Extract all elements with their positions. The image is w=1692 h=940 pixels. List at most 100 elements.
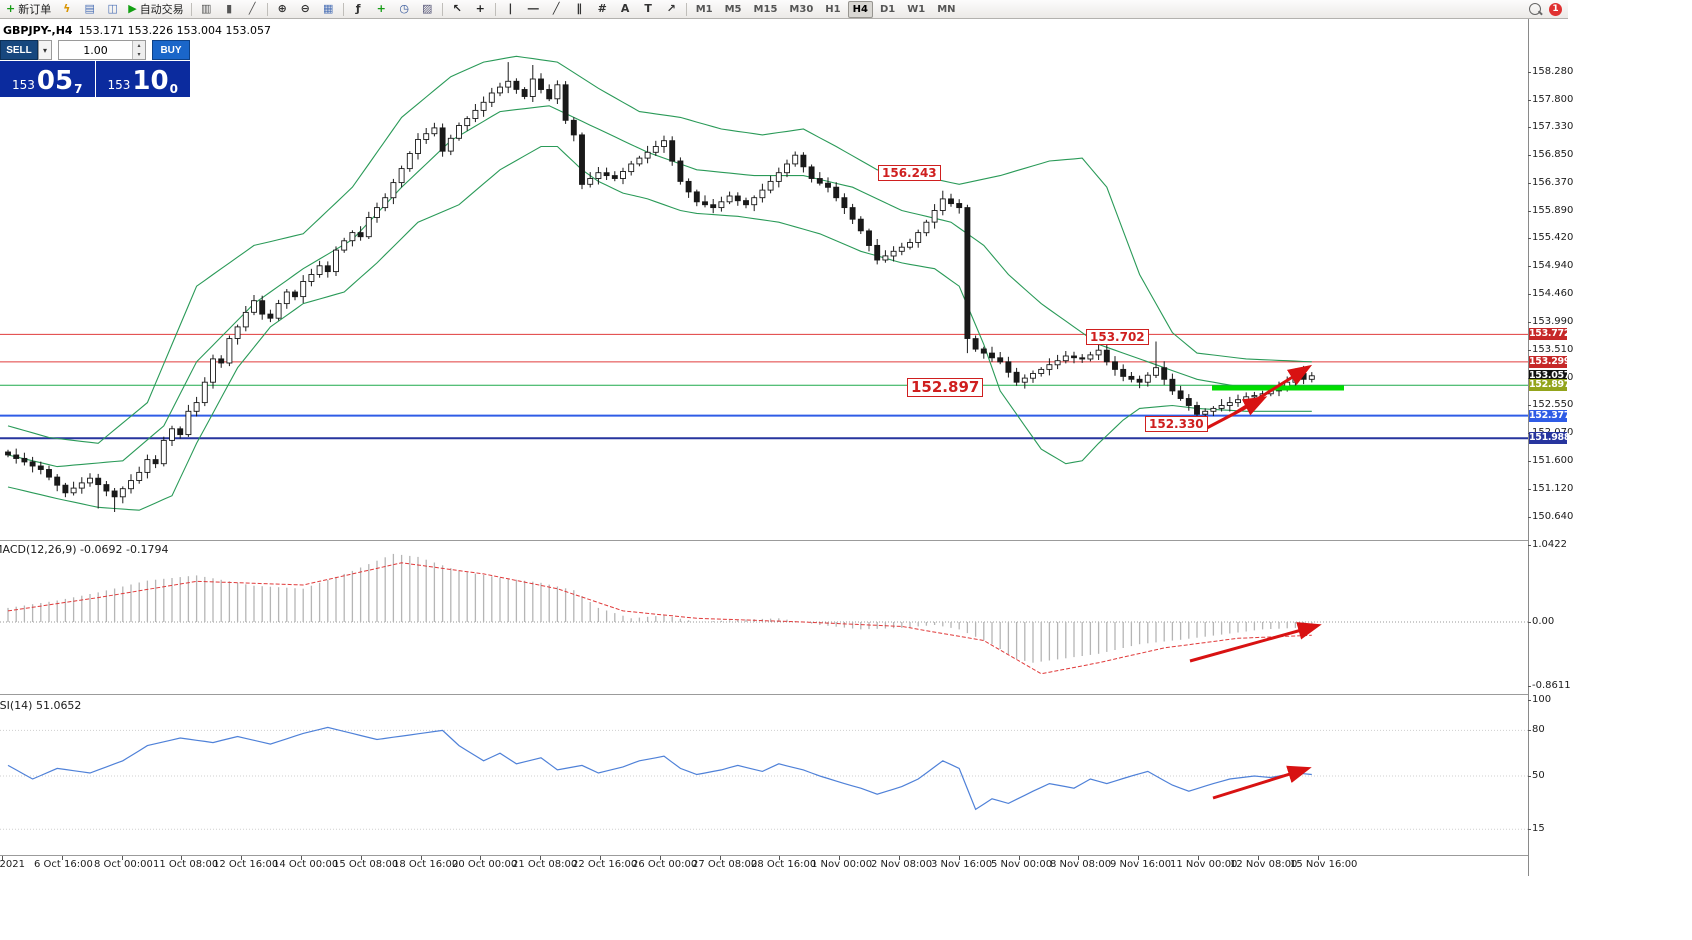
time-axis-tick — [660, 856, 661, 860]
timeframe-m15[interactable]: M15 — [753, 3, 778, 15]
time-axis-tick — [1078, 856, 1079, 860]
vertical-line-icon: ∣ — [507, 2, 513, 15]
horizontal-line-button[interactable]: ― — [523, 0, 544, 18]
autotrade-icon: ▶ — [128, 2, 137, 15]
arrows-tool-button[interactable]: ↗ — [661, 0, 682, 18]
volume-spinner: ▴ ▾ — [132, 41, 145, 59]
templates-icon: ▨ — [421, 2, 433, 15]
price-tag-152.377: 152.377 — [1529, 410, 1571, 422]
buy-price-display[interactable]: 153 10 0 — [95, 61, 190, 97]
macd-axis-label: 1.0422 — [1532, 539, 1567, 550]
timeframe-w1[interactable]: W1 — [907, 3, 926, 15]
fibonacci-button[interactable]: # — [592, 0, 613, 18]
rsi-line — [7, 726, 1312, 811]
candlesticks-icon: ▮ — [226, 2, 233, 15]
price-axis-tick — [1528, 100, 1531, 101]
add-indicator-icon: + — [376, 2, 386, 15]
search-icon[interactable] — [1529, 3, 1541, 15]
terminal-button[interactable]: ◫ — [102, 0, 123, 18]
panel-separator[interactable] — [0, 855, 1568, 856]
price-axis-label: 156.850 — [1532, 149, 1574, 160]
ohlc-bars-icon: ▥ — [200, 2, 212, 15]
price-axis-label: 158.280 — [1532, 66, 1574, 77]
price-callout[interactable]: 152.330 — [1145, 416, 1208, 432]
vertical-line-button[interactable]: ∣ — [500, 0, 521, 18]
line-chart-button[interactable]: ╱ — [242, 0, 263, 18]
rsi-axis-tick — [1528, 829, 1531, 830]
timeframe-mn[interactable]: MN — [937, 3, 956, 15]
price-axis-tick — [1528, 266, 1531, 267]
time-axis-label: 12 Oct 16:00 — [213, 859, 279, 870]
volume-up-icon[interactable]: ▴ — [133, 41, 145, 50]
text-icon: A — [620, 2, 630, 15]
new-order-label: 新订单 — [18, 3, 52, 16]
time-axis-tick — [480, 856, 481, 860]
fibonacci-icon: # — [597, 2, 607, 15]
price-axis-label: 153.990 — [1532, 316, 1574, 327]
trendline-button[interactable]: ╱ — [546, 0, 567, 18]
timeframe-h1[interactable]: H1 — [825, 3, 841, 15]
horizontal-line-icon: ― — [527, 2, 539, 15]
volume-dropdown-icon[interactable]: ▾ — [38, 40, 52, 60]
price-callout[interactable]: 156.243 — [878, 165, 941, 181]
buy-price-main: 10 — [132, 66, 169, 96]
rsi-trend-arrow — [1212, 765, 1312, 800]
volume-down-icon[interactable]: ▾ — [133, 50, 145, 59]
price-callout[interactable]: 152.897 — [907, 378, 984, 397]
macd-panel-canvas[interactable] — [0, 541, 1528, 694]
toolbar-right-icons: 1 — [1529, 2, 1562, 16]
crosshair-icon: + — [475, 2, 485, 15]
text-button[interactable]: A — [615, 0, 636, 18]
volume-input[interactable] — [59, 42, 132, 58]
price-axis-label: 154.460 — [1532, 288, 1574, 299]
new-order-button[interactable]: + 新订单 — [3, 0, 54, 18]
rsi-axis-label: 15 — [1532, 823, 1545, 834]
time-axis-label: 27 Oct 08:00 — [692, 859, 758, 870]
time-axis-label: 22 Oct 16:00 — [572, 859, 638, 870]
zoom-in-button[interactable]: ⊕ — [272, 0, 293, 18]
timeframe-m5[interactable]: M5 — [724, 3, 742, 15]
channel-button[interactable]: ∥ — [569, 0, 590, 18]
indicators-list-button[interactable]: ƒ — [348, 0, 369, 18]
ohlc-bars-button[interactable]: ▥ — [196, 0, 217, 18]
sell-price-display[interactable]: 153 05 7 — [0, 61, 95, 97]
price-callout[interactable]: 153.702 — [1086, 329, 1149, 345]
time-axis-tick — [540, 856, 541, 860]
zoom-out-button[interactable]: ⊖ — [295, 0, 316, 18]
templates-button[interactable]: ▨ — [417, 0, 438, 18]
time-axis-tick — [779, 856, 780, 860]
sell-price-prefix: 153 — [12, 78, 35, 92]
panel-separator[interactable] — [0, 540, 1568, 541]
candlesticks-button[interactable]: ▮ — [219, 0, 240, 18]
timeframe-m30[interactable]: M30 — [789, 3, 814, 15]
cursor-button[interactable]: ↖ — [447, 0, 468, 18]
timeframe-h4[interactable]: H4 — [847, 0, 873, 18]
time-axis-label: 8 Nov 08:00 — [1050, 859, 1112, 870]
timeframe-m1[interactable]: M1 — [695, 3, 713, 15]
text-label-button[interactable]: T — [638, 0, 659, 18]
crosshair-button[interactable]: + — [470, 0, 491, 18]
periods-button[interactable]: ◷ — [394, 0, 415, 18]
panel-separator[interactable] — [0, 694, 1568, 695]
price-axis-tick — [1528, 350, 1531, 351]
depth-of-market-button[interactable]: ▤ — [79, 0, 100, 18]
tick-chart-button[interactable]: ϟ — [56, 0, 77, 18]
time-axis-label: 28 Oct 16:00 — [751, 859, 817, 870]
sell-button[interactable]: SELL — [0, 40, 38, 60]
tile-windows-icon: ▦ — [322, 2, 334, 15]
toolbar-separator — [685, 2, 687, 16]
price-axis-tick — [1528, 294, 1531, 295]
autotrade-button[interactable]: ▶ 自动交易 — [125, 0, 186, 18]
main-chart-canvas[interactable] — [0, 19, 1528, 540]
rsi-panel-canvas[interactable] — [0, 695, 1528, 855]
price-axis-label: 152.550 — [1532, 399, 1574, 410]
price-axis-tick — [1528, 72, 1531, 73]
timeframe-d1[interactable]: D1 — [879, 3, 896, 15]
toolbar: + 新订单 ϟ ▤ ◫ ▶ 自动交易 ▥ ▮ ╱ ⊕ ⊖ ▦ ƒ + ◷ ▨ ↖ + ∣ ― ╱ ∥ # A T ↗ M1 M5 M15 M… — [0, 0, 1568, 19]
add-indicator-button[interactable]: + — [371, 0, 392, 18]
tile-windows-button[interactable]: ▦ — [318, 0, 339, 18]
tick-chart-icon: ϟ — [63, 2, 71, 15]
buy-button[interactable]: BUY — [152, 40, 190, 60]
notification-badge[interactable]: 1 — [1549, 2, 1562, 16]
toolbar-separator — [342, 2, 344, 16]
